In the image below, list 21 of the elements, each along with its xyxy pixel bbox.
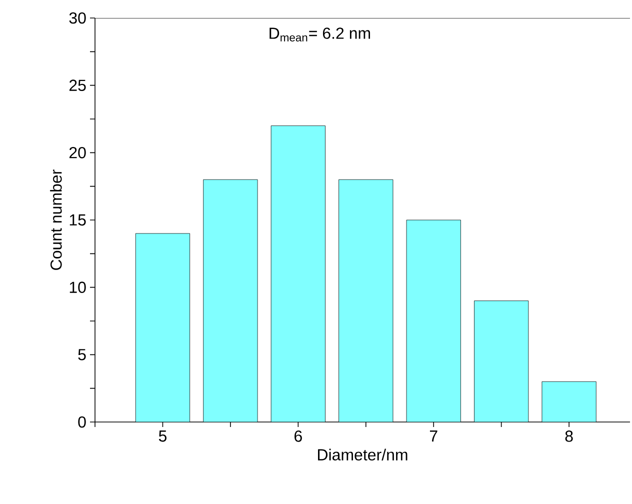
x-tick-label: 7 (430, 430, 438, 442)
y-tick-label: 10 (70, 282, 86, 293)
bar (338, 179, 394, 422)
annotation: D$_{mean}$= 6.2 nm (270, 28, 370, 42)
y-axis-title: Count number (50, 170, 62, 270)
bar (542, 381, 596, 422)
y-tick-label: 5 (78, 349, 86, 360)
bar (270, 126, 326, 422)
y-tick-label: 25 (69, 80, 86, 91)
x-tick-label: 6 (294, 430, 302, 442)
x-tick-label: 5 (158, 430, 166, 442)
y-tick-label: 20 (69, 147, 86, 158)
y-tick-label: 15 (70, 214, 86, 226)
x-axis-title: Diameter/nm (318, 448, 408, 460)
y-tick-label: 30 (69, 12, 86, 24)
x-tick-label: 8 (565, 430, 573, 442)
bar (474, 300, 529, 422)
bar (406, 220, 461, 422)
bar (203, 179, 258, 422)
bar (135, 233, 190, 422)
y-tick-label: 0 (78, 416, 86, 428)
